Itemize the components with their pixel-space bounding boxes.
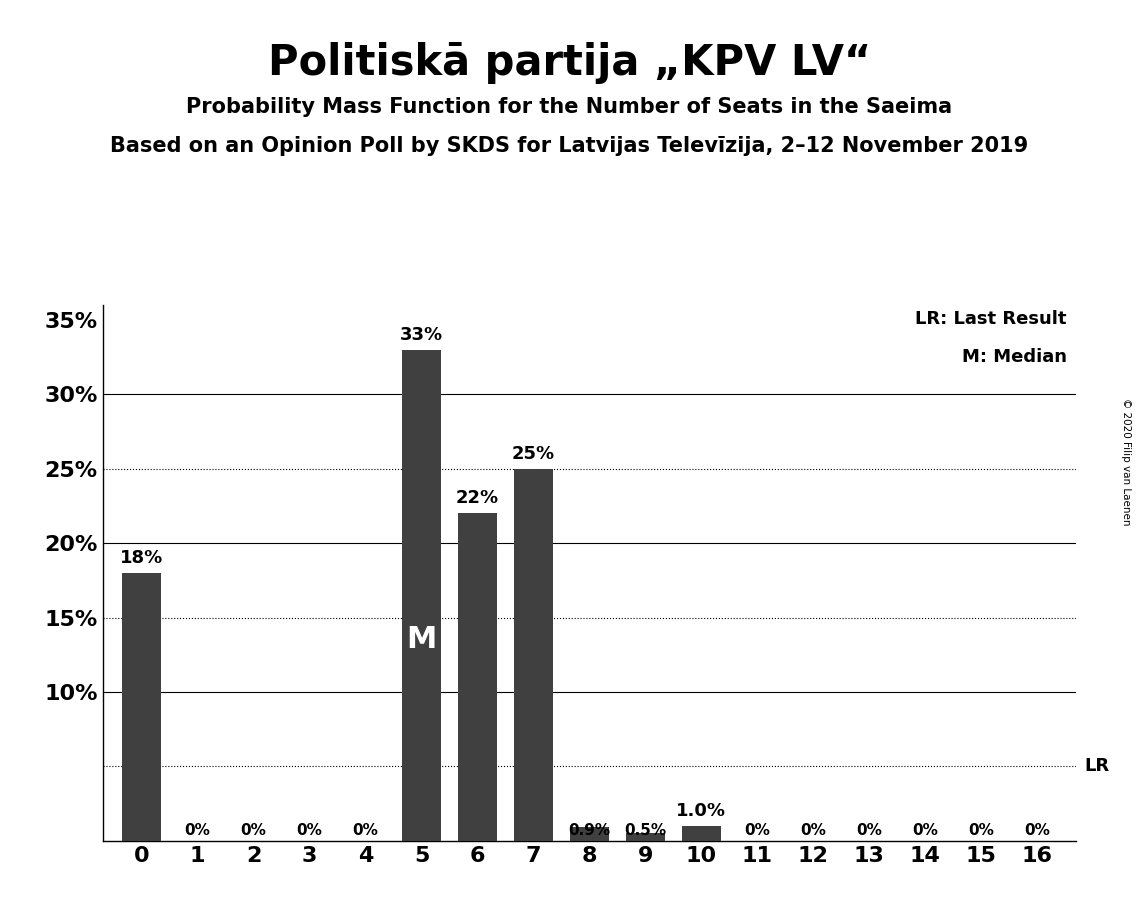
Bar: [570, 828, 609, 841]
Text: LR: LR: [1084, 758, 1109, 775]
Text: Probability Mass Function for the Number of Seats in the Saeima: Probability Mass Function for the Number…: [187, 97, 952, 117]
Text: 0%: 0%: [801, 823, 826, 838]
Text: M: Median: M: Median: [961, 347, 1066, 366]
Text: 0%: 0%: [857, 823, 883, 838]
Text: 1.0%: 1.0%: [677, 802, 727, 820]
Text: © 2020 Filip van Laenen: © 2020 Filip van Laenen: [1121, 398, 1131, 526]
Bar: [402, 349, 441, 841]
Text: 22%: 22%: [456, 490, 499, 507]
Text: 0%: 0%: [240, 823, 267, 838]
Bar: [514, 468, 554, 841]
Text: 25%: 25%: [511, 444, 555, 463]
Text: Based on an Opinion Poll by SKDS for Latvijas Televīzija, 2–12 November 2019: Based on an Opinion Poll by SKDS for Lat…: [110, 136, 1029, 156]
Bar: [458, 514, 497, 841]
Text: 0%: 0%: [968, 823, 994, 838]
Text: Politiskā partija „KPV LV“: Politiskā partija „KPV LV“: [268, 42, 871, 83]
Bar: [682, 826, 721, 841]
Text: 0.9%: 0.9%: [568, 823, 611, 838]
Text: 18%: 18%: [120, 549, 163, 567]
Bar: [625, 833, 665, 841]
Text: M: M: [407, 626, 436, 654]
Text: 0.5%: 0.5%: [624, 823, 666, 838]
Text: 0%: 0%: [1024, 823, 1050, 838]
Text: 0%: 0%: [185, 823, 211, 838]
Text: 0%: 0%: [745, 823, 770, 838]
Text: 0%: 0%: [296, 823, 322, 838]
Text: 0%: 0%: [353, 823, 378, 838]
Text: 33%: 33%: [400, 325, 443, 344]
Text: 0%: 0%: [912, 823, 939, 838]
Bar: [122, 573, 162, 841]
Text: LR: Last Result: LR: Last Result: [915, 310, 1066, 328]
